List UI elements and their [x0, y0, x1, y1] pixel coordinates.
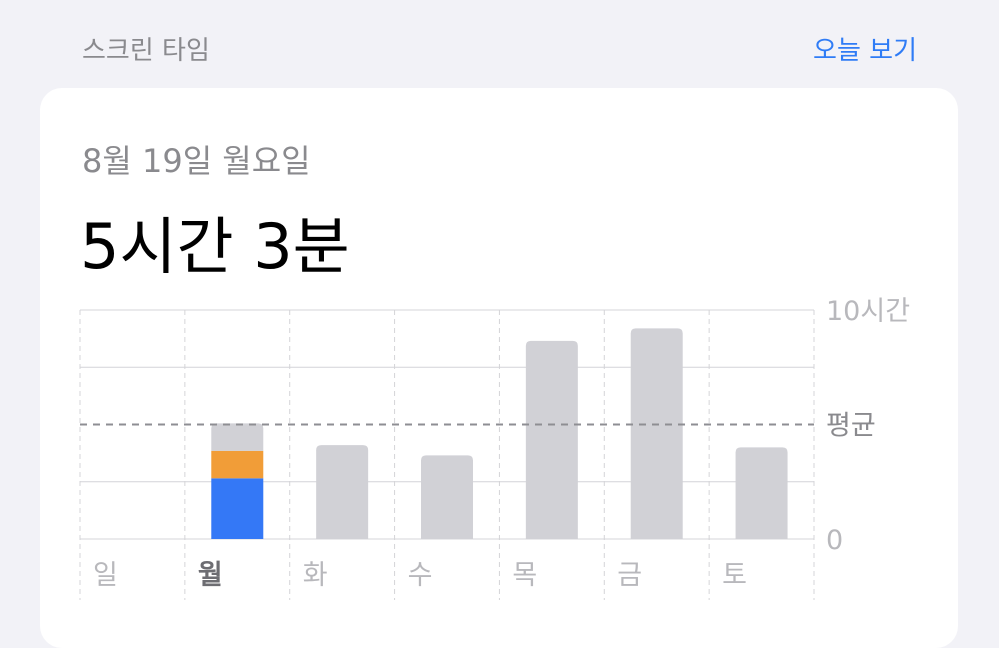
y-label-max: 10시간 [826, 296, 910, 327]
y-label-average: 평균 [826, 411, 876, 442]
day-label: 수 [408, 560, 433, 591]
see-today-link[interactable]: 오늘 보기 [813, 36, 917, 66]
bar-segment [525, 340, 578, 539]
bar-segment [630, 328, 683, 539]
total-time: 5시간 3분 [80, 210, 350, 283]
bar-segment [211, 478, 264, 539]
day-label: 토 [722, 560, 747, 591]
day-label: 월 [198, 560, 223, 591]
bar-segment [735, 447, 788, 539]
bar-segment [211, 450, 264, 479]
bar-segment [316, 445, 369, 539]
bar-segment [421, 455, 473, 539]
y-label-zero: 0 [826, 525, 843, 556]
day-label: 금 [617, 560, 642, 591]
day-label: 목 [512, 560, 537, 591]
day-label: 화 [303, 560, 328, 591]
bar-segment [211, 423, 264, 451]
day-label: 일 [93, 560, 118, 591]
date-label: 8월 19일 월요일 [82, 142, 311, 180]
section-title: 스크린 타임 [82, 36, 210, 66]
